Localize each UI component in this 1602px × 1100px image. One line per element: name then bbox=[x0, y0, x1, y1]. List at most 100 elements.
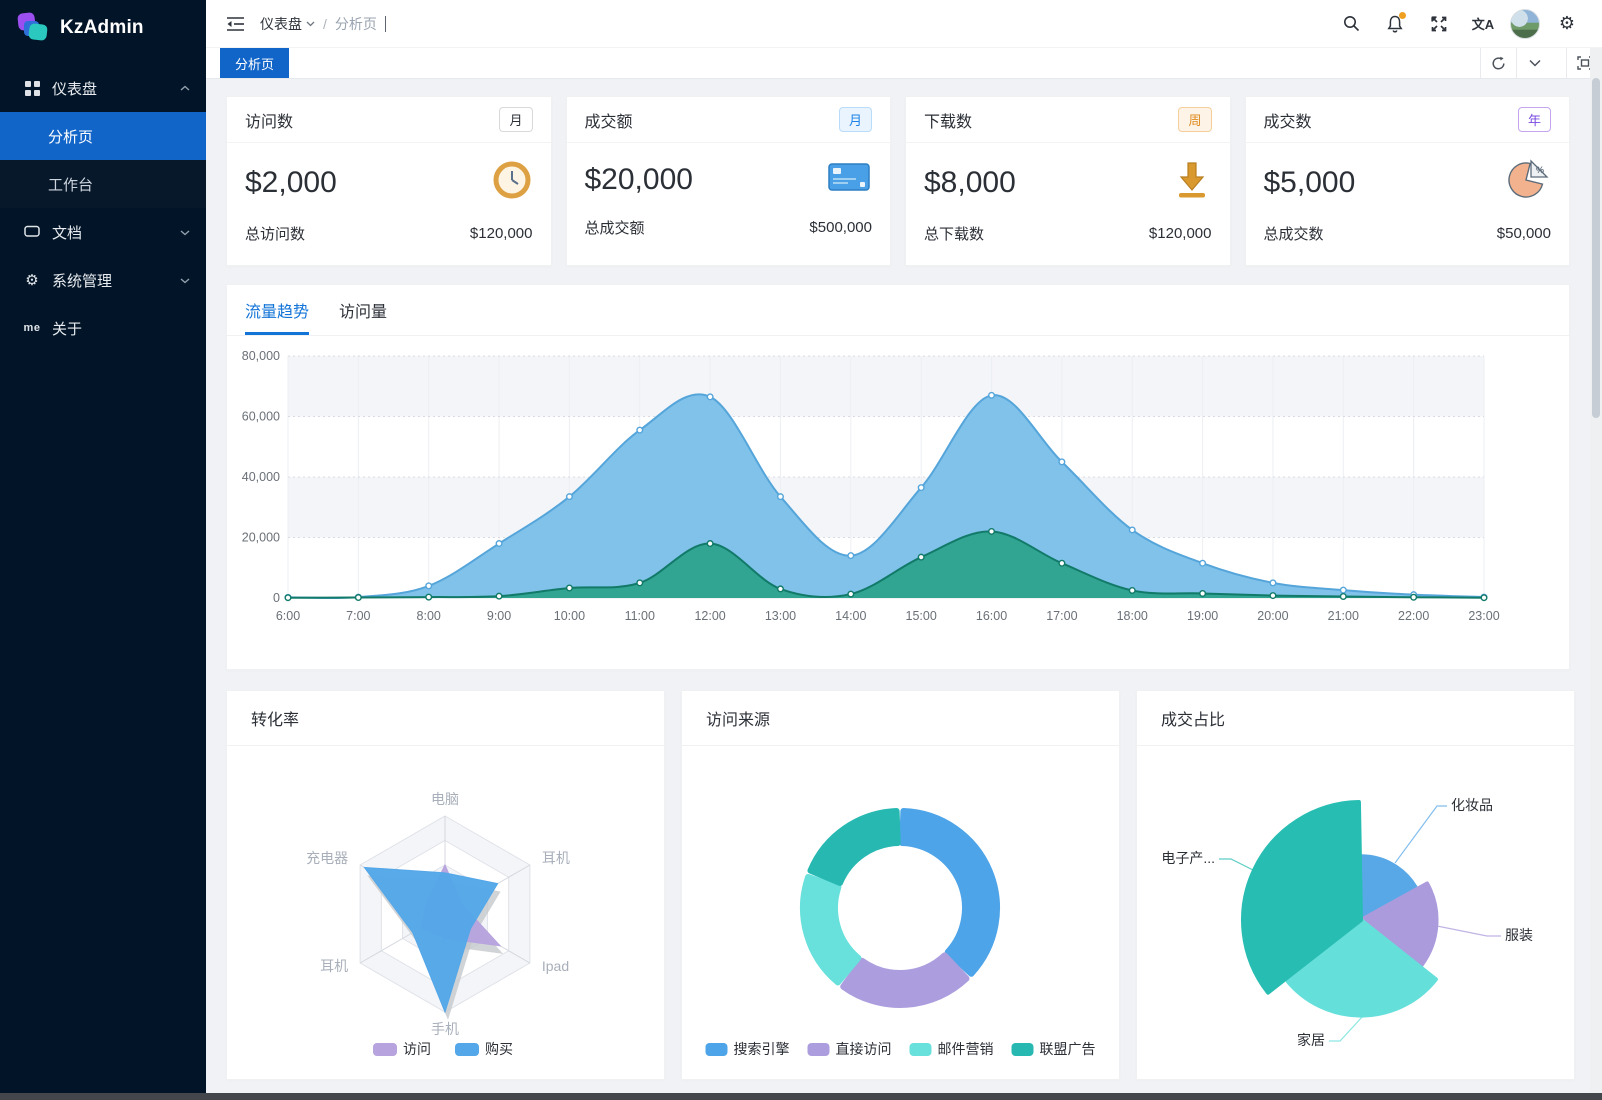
svg-text:15:00: 15:00 bbox=[906, 609, 937, 623]
visit-source-donut-chart: 搜索引擎 直接访问 邮件营销 联盟广告 bbox=[705, 808, 1096, 1057]
sidebar-item-analysis[interactable]: 分析页 bbox=[0, 112, 206, 160]
stat-card-title: 访问数 bbox=[245, 113, 294, 131]
main-area: 仪表盘 / 分析页 文A ⚙ 分析页 bbox=[206, 0, 1602, 1100]
stat-total-label: 总成交数 bbox=[1263, 226, 1324, 243]
card-title: 转化率 bbox=[227, 691, 664, 746]
sidebar-item-label: 文档 bbox=[52, 224, 83, 242]
gear-icon: ⚙ bbox=[25, 270, 39, 289]
settings-gear-icon[interactable]: ⚙ bbox=[1558, 13, 1576, 34]
svg-text:9:00: 9:00 bbox=[487, 609, 511, 623]
user-avatar[interactable] bbox=[1510, 8, 1540, 39]
sidebar-item-label: 分析页 bbox=[48, 128, 94, 146]
breadcrumb-root[interactable]: 仪表盘 bbox=[260, 14, 315, 34]
grid-icon bbox=[24, 80, 40, 96]
app-logo[interactable]: KzAdmin bbox=[0, 0, 206, 56]
header-actions: 文A ⚙ bbox=[1334, 8, 1584, 39]
page-content: 访问数 月 $2,000 总访问数 $120,000 成交额 月 bbox=[206, 80, 1590, 1093]
svg-text:20:00: 20:00 bbox=[1257, 609, 1288, 623]
period-badge: 月 bbox=[499, 107, 533, 132]
svg-text:13:00: 13:00 bbox=[765, 609, 796, 623]
chevron-down-icon[interactable] bbox=[1516, 48, 1552, 78]
sidebar-item-about[interactable]: me 关于 bbox=[0, 304, 206, 352]
svg-text:20,000: 20,000 bbox=[242, 531, 280, 545]
bottom-cards-row: 转化率 电脑 耳机 Ipad 手机 耳机 充电器 访问 购买 访问来源 搜索引擎 直接访问 邮件营… bbox=[226, 690, 1575, 1080]
sidebar-item-system[interactable]: ⚙ 系统管理 bbox=[0, 256, 206, 304]
svg-text:搜索引擎: 搜索引擎 bbox=[734, 1041, 790, 1057]
breadcrumb-separator: / bbox=[323, 15, 327, 32]
svg-text:19:00: 19:00 bbox=[1187, 609, 1218, 623]
page-tabbar: 分析页 bbox=[206, 48, 1602, 79]
stat-cards-row: 访问数 月 $2,000 总访问数 $120,000 成交额 月 bbox=[226, 96, 1570, 266]
stat-total-value: $120,000 bbox=[469, 225, 533, 242]
notifications-bell-icon[interactable] bbox=[1378, 9, 1412, 39]
stat-card-deals: 成交数 年 $5,000 % 总成交数 $50,000 bbox=[1244, 96, 1570, 266]
notification-badge-dot bbox=[1399, 11, 1406, 19]
svg-text:充电器: 充电器 bbox=[306, 850, 348, 866]
vertical-scrollbar-thumb[interactable] bbox=[1592, 78, 1600, 418]
stat-value: $8,000 bbox=[924, 165, 1016, 199]
svg-text:23:00: 23:00 bbox=[1468, 609, 1499, 623]
traffic-trend-area-chart: 0 20,000 40,000 60,000 80,000 6:00 7:00 8:00 9:0… bbox=[242, 349, 1500, 623]
stat-card-visits: 访问数 月 $2,000 总访问数 $120,000 bbox=[226, 96, 552, 266]
stat-value: $2,000 bbox=[245, 165, 337, 199]
sidebar: KzAdmin 仪表盘 分析页 工作台 文档 bbox=[0, 0, 206, 1100]
svg-text:11:00: 11:00 bbox=[625, 609, 655, 623]
svg-text:电脑: 电脑 bbox=[431, 791, 459, 807]
deal-share-card: 成交占比 化妆品 服装 家居 电子产... bbox=[1136, 690, 1575, 1080]
sidebar-item-docs[interactable]: 文档 bbox=[0, 208, 206, 256]
svg-text:耳机: 耳机 bbox=[320, 958, 348, 974]
sidebar-item-label: 仪表盘 bbox=[52, 80, 98, 98]
stat-total-value: $500,000 bbox=[809, 219, 872, 236]
clock-icon bbox=[491, 159, 533, 206]
svg-text:耳机: 耳机 bbox=[542, 850, 570, 866]
collapse-sidebar-icon[interactable] bbox=[220, 9, 250, 39]
sidebar-item-label: 系统管理 bbox=[52, 272, 113, 290]
svg-text:17:00: 17:00 bbox=[1046, 609, 1077, 623]
chevron-up-icon bbox=[180, 85, 190, 92]
conversion-rate-card: 转化率 电脑 耳机 Ipad 手机 耳机 充电器 访问 购买 bbox=[226, 690, 665, 1080]
sidebar-menu: 仪表盘 分析页 工作台 文档 ⚙ 系统管理 bbox=[0, 64, 206, 352]
sidebar-item-dashboard[interactable]: 仪表盘 bbox=[0, 64, 206, 112]
tab-traffic-trend[interactable]: 流量趋势 bbox=[245, 298, 310, 335]
svg-text:80,000: 80,000 bbox=[242, 349, 280, 363]
svg-text:6:00: 6:00 bbox=[276, 609, 300, 623]
stat-total-value: $50,000 bbox=[1496, 225, 1551, 242]
svg-text:22:00: 22:00 bbox=[1398, 609, 1429, 623]
refresh-icon[interactable] bbox=[1480, 48, 1516, 78]
card-title: 访问来源 bbox=[682, 691, 1119, 746]
search-icon[interactable] bbox=[1334, 9, 1368, 39]
sidebar-item-label: 关于 bbox=[52, 320, 83, 338]
svg-text:12:00: 12:00 bbox=[694, 609, 725, 623]
stat-total-value: $120,000 bbox=[1148, 225, 1212, 242]
credit-card-icon bbox=[826, 159, 872, 200]
svg-text:服装: 服装 bbox=[1505, 927, 1533, 943]
visit-source-card: 访问来源 搜索引擎 直接访问 邮件营销 联盟广告 bbox=[681, 690, 1120, 1080]
stat-card-title: 成交额 bbox=[584, 113, 633, 131]
sidebar-submenu-dashboard: 分析页 工作台 bbox=[0, 112, 206, 208]
svg-text:7:00: 7:00 bbox=[346, 609, 370, 623]
stat-card-title: 成交数 bbox=[1263, 113, 1312, 131]
chevron-down-icon bbox=[306, 21, 315, 26]
breadcrumb-current: 分析页 bbox=[334, 15, 377, 32]
svg-text:Ipad: Ipad bbox=[542, 958, 569, 974]
fullscreen-icon[interactable] bbox=[1422, 9, 1456, 39]
logo-icon bbox=[16, 12, 50, 43]
svg-text:14:00: 14:00 bbox=[835, 609, 866, 623]
sidebar-item-workbench[interactable]: 工作台 bbox=[0, 160, 206, 208]
translate-icon[interactable]: 文A bbox=[1471, 17, 1495, 32]
svg-text:访问: 访问 bbox=[403, 1041, 431, 1057]
tab-analysis[interactable]: 分析页 bbox=[220, 48, 290, 78]
horizontal-scrollbar[interactable] bbox=[0, 1093, 1602, 1100]
stat-total-label: 总成交额 bbox=[584, 220, 645, 237]
svg-text:%: % bbox=[1536, 165, 1544, 175]
svg-text:购买: 购买 bbox=[485, 1041, 513, 1057]
vertical-scrollbar[interactable] bbox=[1590, 48, 1602, 1093]
trend-chart-card: 流量趋势 访问量 0 20,000 40,000 60,000 80,000 6:00 7:… bbox=[226, 284, 1570, 670]
tab-visit-volume[interactable]: 访问量 bbox=[339, 304, 388, 321]
period-badge: 月 bbox=[838, 107, 872, 132]
stat-value: $5,000 bbox=[1263, 165, 1356, 199]
stat-card-deal-amount: 成交额 月 $20,000 总成交额 $500,000 bbox=[565, 96, 891, 266]
svg-text:电子产...: 电子产... bbox=[1161, 850, 1215, 866]
svg-text:60,000: 60,000 bbox=[242, 410, 280, 424]
